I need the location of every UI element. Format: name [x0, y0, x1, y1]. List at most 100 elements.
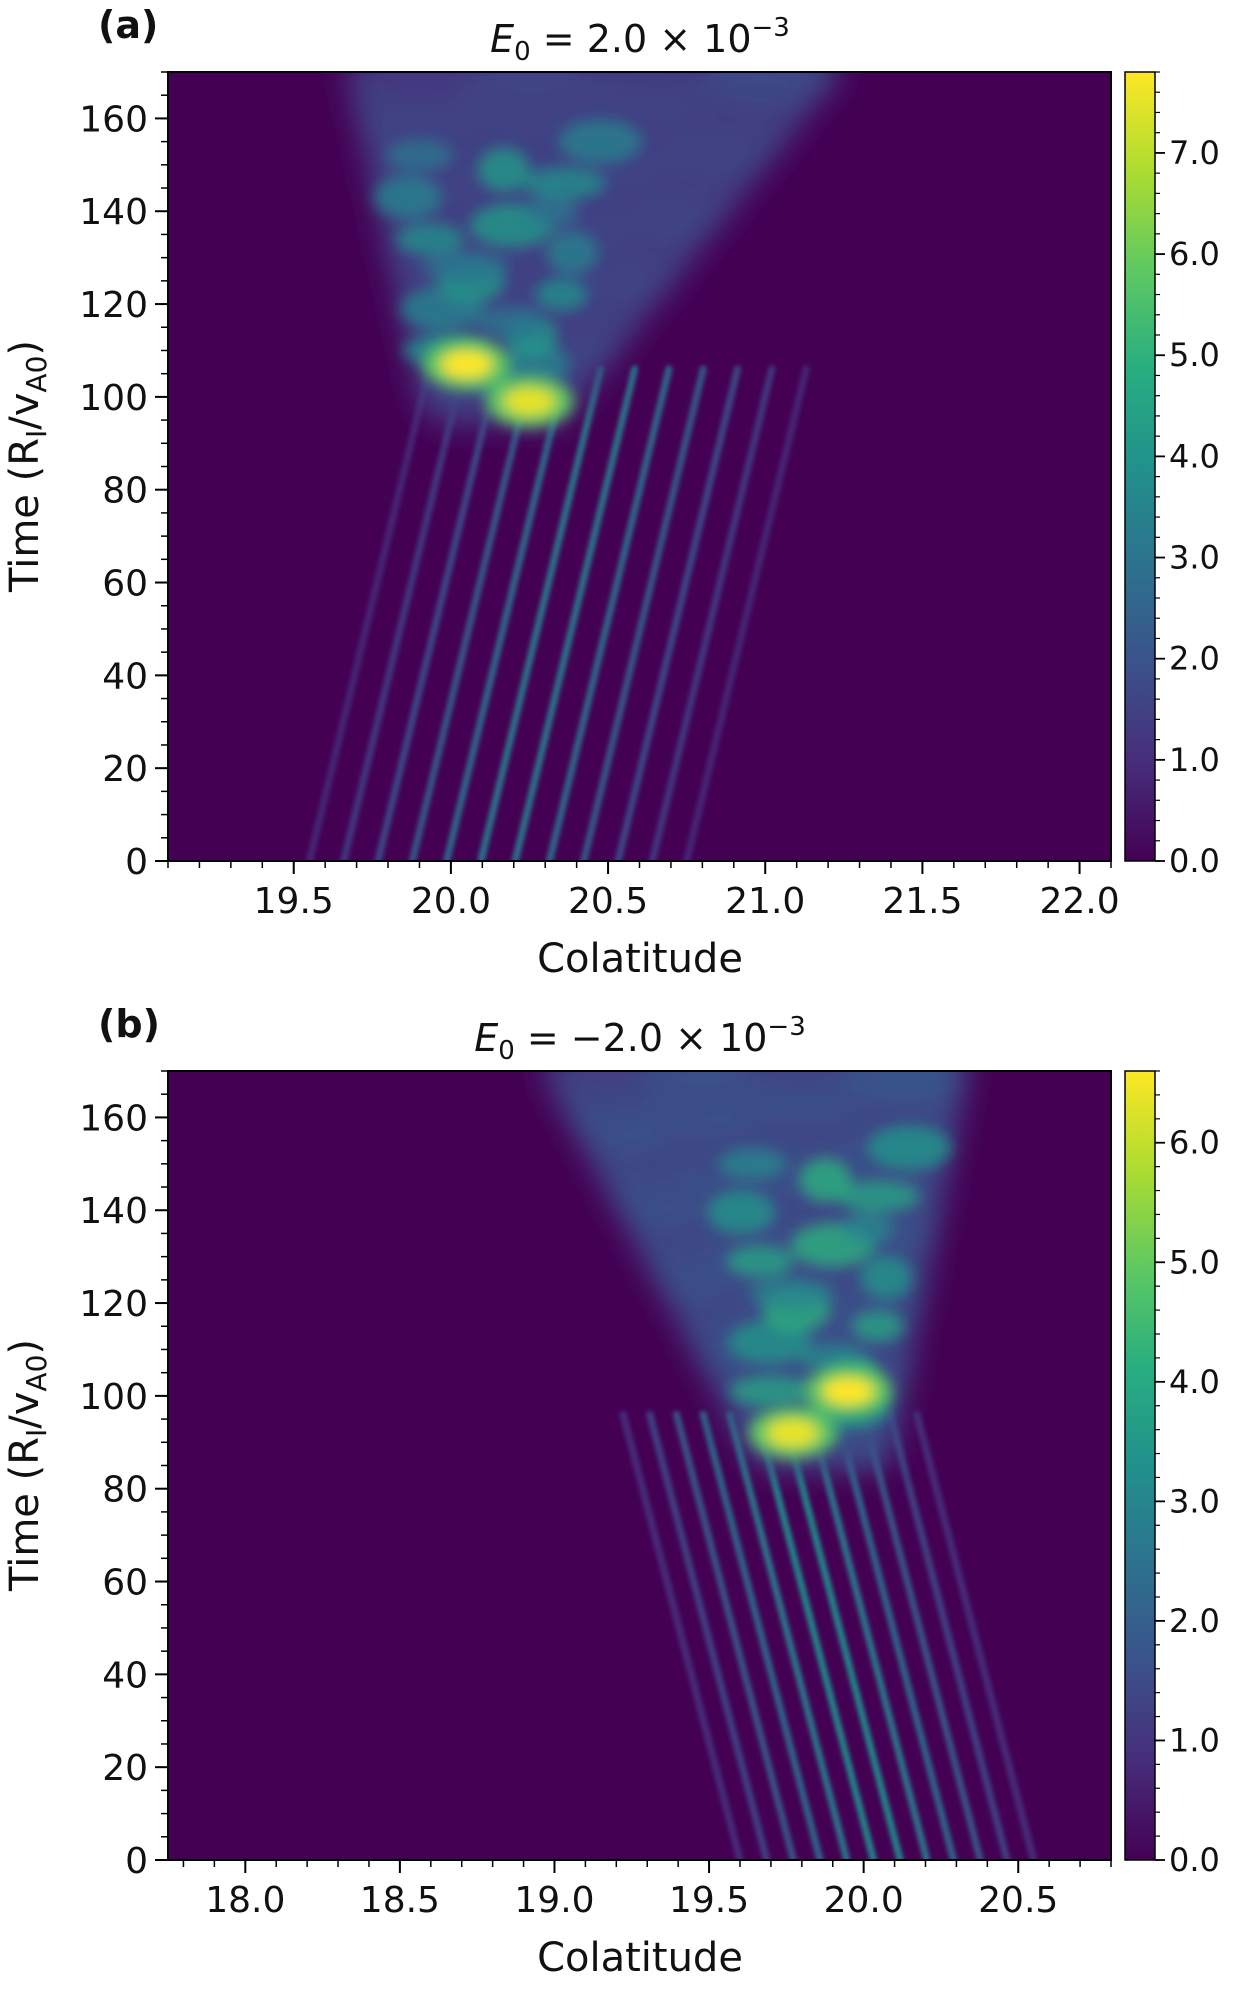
- colorbar-tick-label: 5.0: [1169, 1243, 1220, 1281]
- x-tick-label: 20.5: [978, 1880, 1058, 1921]
- turbulence-patch: [860, 1255, 913, 1300]
- stripe: [443, 365, 570, 861]
- x-axis: 19.5 20.0 20.5 21.0 21.5 22.0: [167, 861, 1120, 922]
- hotspot-group: [748, 1365, 893, 1460]
- heatmap-area: [168, 72, 1111, 861]
- colorbar-tick-label: 4.0: [1169, 437, 1220, 475]
- turbulence-patch: [373, 175, 442, 220]
- y-tick-label: 140: [79, 192, 148, 233]
- turbulence-blob: [742, 1071, 869, 1101]
- panel-a: (a) E0 = 2.0 × 10−3 19.5 20.0 20.5 21.0 21.5…: [2, 3, 1220, 982]
- colorbar-tick-label: 6.0: [1169, 235, 1220, 273]
- colorbar-tick-label: 0.0: [1169, 842, 1220, 880]
- turbulence-blob: [642, 1071, 769, 1101]
- panel-b: (b) E0 = −2.0 × 10−3 18.0 18.5 19.0 19.5 20.…: [2, 1002, 1220, 1981]
- x-tick-label: 21.0: [725, 881, 805, 922]
- y-tick-label: 100: [79, 1377, 148, 1418]
- colorbar-gradient: [1124, 1070, 1156, 1861]
- turbulence-patch: [867, 1125, 952, 1170]
- hotspot: [822, 1377, 875, 1406]
- x-tick-label: 19.5: [669, 1880, 749, 1921]
- turbulence-patch: [535, 278, 588, 311]
- turbulence-blob: [462, 72, 605, 102]
- colorbar-tick-label: 4.0: [1169, 1363, 1220, 1401]
- stripe: [913, 1410, 1038, 1860]
- y-tick-label: 140: [79, 1191, 148, 1232]
- stripe: [859, 1410, 984, 1860]
- y-tick-label: 60: [102, 564, 148, 605]
- turbulence-patch: [749, 1277, 834, 1310]
- x-axis-label: Colatitude: [537, 1935, 743, 1981]
- turbulence-blob: [842, 1071, 970, 1101]
- y-tick-label: 40: [102, 656, 148, 697]
- stripe: [408, 365, 536, 861]
- colorbar: 0.0 1.0 2.0 3.0 4.0 5.0 6.0 7.0: [1124, 71, 1220, 880]
- turbulence-patch: [851, 1310, 904, 1343]
- colorbar-ticks: 0.0 1.0 2.0 3.0 4.0 5.0 6.0: [1155, 1070, 1220, 1879]
- turbulence-blob: [580, 72, 723, 102]
- y-tick-label: 20: [102, 1748, 148, 1789]
- x-tick-label: 18.5: [360, 1880, 440, 1921]
- y-tick-label: 60: [102, 1563, 148, 1604]
- colorbar-tick-label: 3.0: [1169, 539, 1220, 577]
- y-axis: 0 20 40 60 80 100 120 140 160: [79, 1070, 168, 1882]
- turbulence-patch: [842, 1212, 895, 1245]
- colorbar-tick-label: 7.0: [1169, 134, 1220, 172]
- hotspot: [503, 387, 556, 416]
- turbulent-region: [541, 1071, 970, 1473]
- colorbar-tick-label: 1.0: [1169, 1721, 1220, 1759]
- turbulence-patch: [395, 223, 464, 256]
- stripe: [614, 365, 742, 861]
- stripe: [699, 1410, 824, 1860]
- y-tick-label: 120: [79, 1284, 148, 1325]
- stripe: [619, 1410, 744, 1860]
- colorbar: 0.0 1.0 2.0 3.0 4.0 5.0 6.0: [1124, 1070, 1220, 1879]
- turbulence-patch: [477, 147, 530, 192]
- y-tick-label: 0: [125, 842, 148, 883]
- stripe: [779, 1410, 904, 1860]
- stripe: [477, 365, 604, 861]
- colorbar-tick-label: 3.0: [1169, 1482, 1220, 1520]
- x-tick-label: 18.0: [205, 1880, 285, 1921]
- turbulent-region: [344, 72, 841, 428]
- stripe: [726, 1410, 851, 1860]
- colorbar-tick-label: 1.0: [1169, 741, 1220, 779]
- panel-label: (b): [98, 1002, 160, 1046]
- stripe: [886, 1410, 1011, 1860]
- stripe: [673, 1410, 797, 1860]
- stripe: [305, 365, 433, 861]
- hotspot: [440, 350, 493, 379]
- turbulence-blob: [344, 72, 487, 102]
- turbulence-patch: [558, 119, 643, 164]
- stripe: [646, 1410, 771, 1860]
- y-tick-label: 160: [79, 1098, 148, 1139]
- turbulence-patch: [526, 195, 579, 228]
- x-tick-label: 21.5: [882, 881, 962, 922]
- stripe: [833, 1410, 958, 1860]
- stripe-pattern: [305, 365, 810, 861]
- colorbar-tick-label: 5.0: [1169, 336, 1220, 374]
- turbulence-patch: [717, 1147, 786, 1180]
- y-tick-label: 80: [102, 1470, 148, 1511]
- turbulence-patch: [728, 1375, 813, 1408]
- x-tick-label: 20.5: [568, 881, 648, 922]
- turbulence-patch: [707, 1190, 776, 1235]
- stripe: [545, 365, 673, 861]
- stripe: [683, 365, 810, 861]
- turbulence-patch: [546, 231, 599, 276]
- stripe: [511, 365, 639, 861]
- turbulent-core: [373, 119, 643, 395]
- colorbar-tick-label: 6.0: [1169, 1124, 1220, 1162]
- y-axis: 0 20 40 60 80 100 120 140 160: [79, 71, 168, 883]
- x-tick-label: 22.0: [1039, 881, 1119, 922]
- y-tick-label: 100: [79, 378, 148, 419]
- panel-label: (a): [98, 3, 158, 47]
- y-tick-label: 80: [102, 471, 148, 512]
- turbulence-patch: [799, 1158, 852, 1203]
- colorbar-tick-label: 0.0: [1169, 1841, 1220, 1879]
- turbulence-patch: [423, 250, 508, 283]
- chart-title: E0 = −2.0 × 10−3: [474, 1012, 806, 1066]
- colorbar-tick-label: 2.0: [1169, 640, 1220, 678]
- y-axis-label: Time (RI/vA0): [2, 340, 53, 593]
